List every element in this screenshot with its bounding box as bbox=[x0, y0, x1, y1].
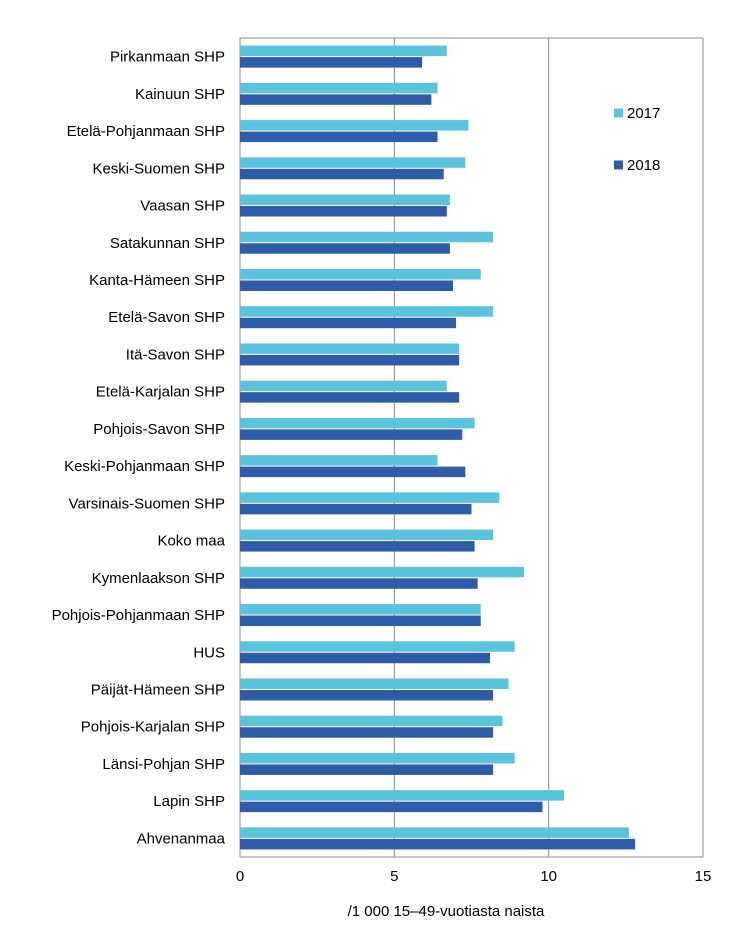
legend-swatch-2018 bbox=[614, 160, 623, 170]
category-label: Kymenlaakson SHP bbox=[92, 570, 225, 587]
category-label: Lapin SHP bbox=[153, 793, 225, 810]
bar-2018 bbox=[240, 94, 432, 105]
bar-2017 bbox=[240, 455, 438, 466]
bar-2018 bbox=[240, 541, 475, 552]
category-label: Koko maa bbox=[157, 533, 225, 550]
bar-2017 bbox=[240, 194, 450, 206]
bar-2018 bbox=[240, 354, 460, 366]
bar-2017 bbox=[240, 492, 500, 503]
bar-2018 bbox=[240, 727, 494, 738]
bar-2018 bbox=[240, 503, 472, 515]
category-label: Päijät-Hämeen SHP bbox=[91, 681, 225, 698]
bar-2018 bbox=[240, 57, 423, 68]
category-labels: Pirkanmaan SHP Kainuun SHP Etelä-Pohjanmaa… bbox=[52, 49, 226, 848]
x-tick-label: 10 bbox=[540, 868, 557, 885]
bar-2017 bbox=[240, 715, 503, 727]
bar-2017 bbox=[240, 790, 565, 801]
category-label: Keski-Pohjanmaan SHP bbox=[64, 458, 225, 475]
legend-swatch-2017 bbox=[614, 108, 623, 118]
category-label: Etelä-Pohjanmaan SHP bbox=[67, 123, 225, 140]
bar-2018 bbox=[240, 243, 450, 254]
bar-2017 bbox=[240, 45, 447, 57]
bar-2017 bbox=[240, 306, 494, 317]
category-label: Pohjois-Pohjanmaan SHP bbox=[52, 607, 225, 624]
legend-label-2017: 2017 bbox=[627, 105, 660, 122]
bar-2018 bbox=[240, 466, 466, 478]
legend-label-2018: 2018 bbox=[627, 157, 660, 174]
bar-2017 bbox=[240, 641, 515, 652]
bar-2017 bbox=[240, 120, 469, 131]
bar-2017 bbox=[240, 529, 494, 541]
bar-2018 bbox=[240, 131, 438, 143]
bar-2018 bbox=[240, 838, 636, 850]
bar-2017 bbox=[240, 752, 515, 764]
x-tick-label: 0 bbox=[236, 868, 244, 885]
bar-2018 bbox=[240, 392, 460, 403]
bar-2017 bbox=[240, 268, 481, 280]
bars bbox=[240, 45, 636, 850]
x-tick-label: 5 bbox=[390, 868, 398, 885]
category-label: Itä-Savon SHP bbox=[126, 346, 225, 363]
bar-2017 bbox=[240, 566, 524, 578]
category-label: Pohjois-Karjalan SHP bbox=[81, 719, 225, 736]
bar-2018 bbox=[240, 801, 543, 813]
bar-2018 bbox=[240, 578, 478, 589]
bar-2018 bbox=[240, 429, 463, 440]
category-label: Etelä-Savon SHP bbox=[108, 309, 225, 326]
bar-2018 bbox=[240, 206, 447, 217]
legend: 2017 2018 bbox=[614, 105, 660, 174]
bar-2018 bbox=[240, 764, 494, 775]
category-label: Pirkanmaan SHP bbox=[110, 49, 225, 66]
category-label: Vaasan SHP bbox=[140, 198, 225, 215]
bar-2017 bbox=[240, 380, 447, 392]
bar-2018 bbox=[240, 652, 491, 664]
bar-2018 bbox=[240, 317, 457, 329]
category-label: Kainuun SHP bbox=[135, 86, 225, 103]
bar-2017 bbox=[240, 417, 475, 429]
category-label: Keski-Suomen SHP bbox=[92, 160, 225, 177]
category-label: Etelä-Karjalan SHP bbox=[96, 384, 225, 401]
bar-2017 bbox=[240, 82, 438, 94]
bar-2018 bbox=[240, 280, 453, 291]
category-label: HUS bbox=[193, 644, 225, 661]
bar-2017 bbox=[240, 678, 509, 689]
bar-2018 bbox=[240, 168, 444, 180]
bar-2017 bbox=[240, 157, 466, 168]
bar-2017 bbox=[240, 827, 629, 838]
x-tick-labels: 0 5 10 15 bbox=[236, 868, 712, 885]
category-label: Satakunnan SHP bbox=[110, 235, 225, 252]
category-label: Länsi-Pohjan SHP bbox=[102, 756, 225, 773]
bar-2018 bbox=[240, 615, 481, 627]
x-axis-title: /1 000 15–49-vuotiasta naista bbox=[348, 903, 545, 920]
category-label: Ahvenanmaa bbox=[137, 830, 226, 847]
category-label: Kanta-Hämeen SHP bbox=[89, 272, 225, 289]
category-label: Varsinais-Suomen SHP bbox=[69, 495, 225, 512]
category-label: Pohjois-Savon SHP bbox=[93, 421, 225, 438]
bar-2017 bbox=[240, 343, 460, 354]
bar-2017 bbox=[240, 231, 494, 243]
x-tick-label: 15 bbox=[695, 868, 712, 885]
bar-2018 bbox=[240, 689, 494, 701]
bar-2017 bbox=[240, 604, 481, 615]
